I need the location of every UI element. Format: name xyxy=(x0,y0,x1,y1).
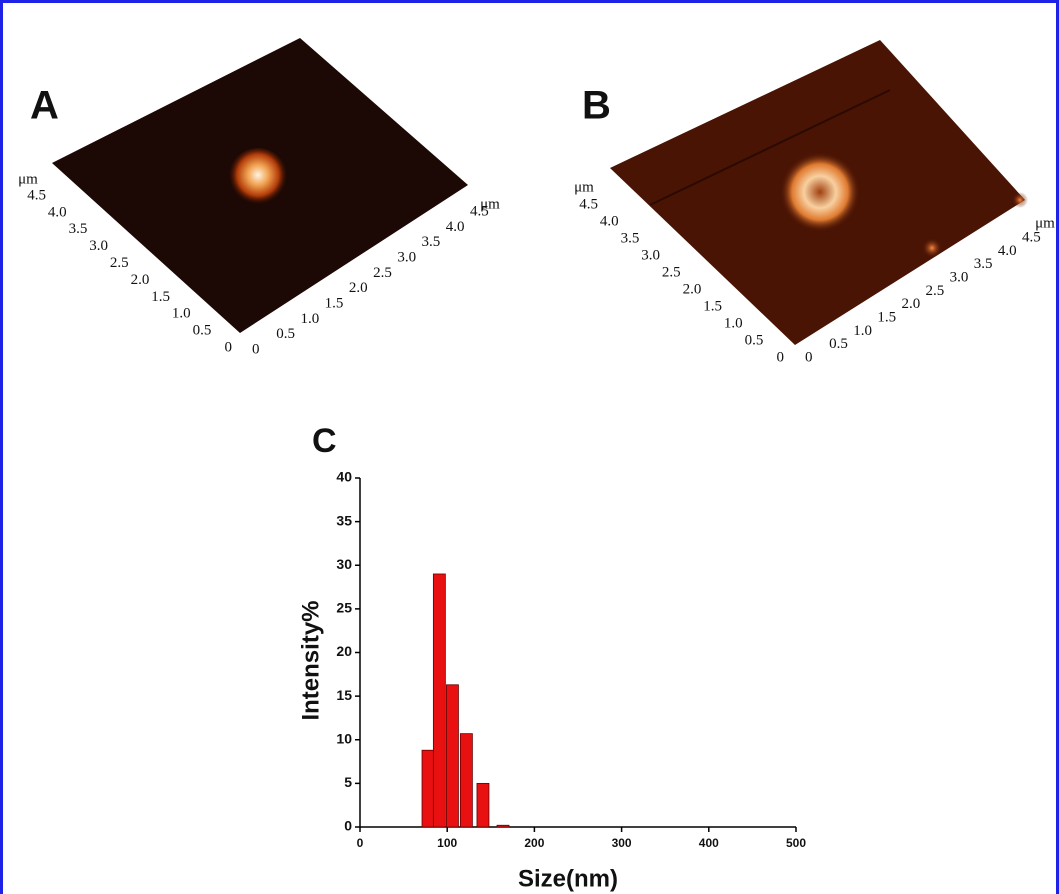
y-tick-label: 40 xyxy=(336,469,352,485)
axis-tick-label: 2.5 xyxy=(373,265,392,281)
axis-tick-label: 4.5 xyxy=(470,203,489,219)
bar xyxy=(432,573,446,828)
axis-tick-label: 2.0 xyxy=(901,296,920,312)
axis-tick-label: 4.0 xyxy=(446,219,465,235)
axis-tick-label: 0.5 xyxy=(193,323,212,339)
axis-tick-label: 0.5 xyxy=(829,336,848,352)
x-tick-label: 500 xyxy=(786,836,806,850)
axis-tick-label: 1.5 xyxy=(703,298,722,314)
axis-tick-label: 3.5 xyxy=(974,256,993,272)
axis-tick-label: 2.5 xyxy=(110,255,129,271)
axis-tick-label: 2.5 xyxy=(662,264,681,280)
bar xyxy=(496,824,510,828)
x-tick-label: 400 xyxy=(699,836,719,850)
axis-tick-label: 3.0 xyxy=(89,238,108,254)
bar xyxy=(446,684,459,828)
axis-tick-label: 2.0 xyxy=(131,272,150,288)
x-tick-label: 200 xyxy=(524,836,544,850)
axis-unit: μm xyxy=(480,196,500,212)
axis-tick-label: 4.0 xyxy=(600,213,619,229)
axis-tick-label: 0.5 xyxy=(276,326,295,342)
y-tick-label: 20 xyxy=(336,643,352,659)
y-tick-label: 35 xyxy=(336,512,352,528)
y-tick-label: 25 xyxy=(336,600,352,616)
axis-tick-label: 1.0 xyxy=(724,315,743,331)
y-tick-label: 5 xyxy=(344,774,352,790)
panel-label: A xyxy=(30,84,59,128)
axis-unit: μm xyxy=(1035,215,1055,231)
axis-tick-label: 4.5 xyxy=(27,187,46,203)
axis-unit: μm xyxy=(18,171,38,187)
bar xyxy=(476,782,490,828)
y-tick-label: 15 xyxy=(336,687,352,703)
x-tick-label: 100 xyxy=(437,836,457,850)
particle xyxy=(1012,192,1028,208)
axis-tick-label: 1.0 xyxy=(300,311,319,327)
axis-tick-label: 4.5 xyxy=(579,196,598,212)
axis-tick-label: 0 xyxy=(252,341,260,357)
y-tick-label: 10 xyxy=(336,730,352,746)
axis-tick-label: 1.5 xyxy=(151,289,170,305)
axis-tick-label: 4.0 xyxy=(998,243,1017,259)
axis-tick-label: 0 xyxy=(225,339,233,355)
axis-tick-label: 2.0 xyxy=(349,280,368,296)
axis-tick-label: 2.0 xyxy=(683,281,702,297)
axis-tick-label: 3.5 xyxy=(621,230,640,246)
axis-tick-label: 2.5 xyxy=(926,283,945,299)
x-axis-label: Size(nm) xyxy=(518,865,618,892)
panel-label: B xyxy=(582,84,611,128)
axis-tick-label: 4.5 xyxy=(1022,229,1041,245)
y-tick-label: 0 xyxy=(344,818,352,834)
axis-tick-label: 1.0 xyxy=(172,306,191,322)
axis-tick-label: 3.0 xyxy=(641,247,660,263)
axis-tick-label: 3.0 xyxy=(950,269,969,285)
axis-tick-label: 0 xyxy=(805,349,813,365)
particle xyxy=(922,238,942,258)
particle xyxy=(780,152,860,232)
axis-tick-label: 1.5 xyxy=(877,309,896,325)
chart-title: C xyxy=(312,422,337,460)
y-tick-label: 30 xyxy=(336,556,352,572)
axis-tick-label: 0 xyxy=(777,349,785,365)
axis-tick-label: 3.5 xyxy=(69,221,88,237)
axis-tick-label: 3.5 xyxy=(422,234,441,250)
y-axis-label: Intensity% xyxy=(297,600,324,720)
particle xyxy=(228,148,288,208)
x-tick-label: 300 xyxy=(612,836,632,850)
axis-tick-label: 0.5 xyxy=(745,332,764,348)
axis-tick-label: 1.0 xyxy=(853,323,872,339)
bar xyxy=(421,749,435,828)
bar xyxy=(459,733,473,828)
axis-tick-label: 3.0 xyxy=(397,249,416,265)
x-tick-label: 0 xyxy=(357,836,364,850)
scan-line xyxy=(649,89,891,206)
axis-unit: μm xyxy=(574,179,594,195)
axis-tick-label: 1.5 xyxy=(325,295,344,311)
axis-tick-label: 4.0 xyxy=(48,204,67,220)
